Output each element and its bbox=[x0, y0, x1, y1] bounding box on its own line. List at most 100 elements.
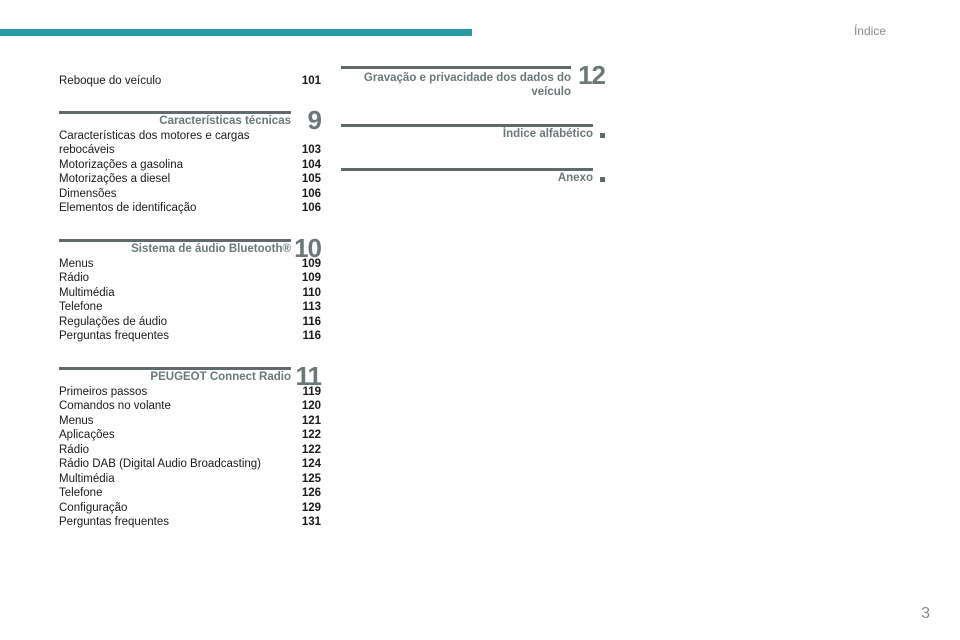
section-number: 10 bbox=[294, 232, 322, 263]
toc-section-11: PEUGEOT Connect Radio 11 Primeiros passo… bbox=[59, 363, 322, 530]
toc-entry[interactable]: Telefone 126 bbox=[59, 486, 321, 501]
toc-entry-page: 122 bbox=[301, 443, 321, 456]
section-square-marker bbox=[600, 133, 605, 138]
section-heading[interactable]: Sistema de áudio Bluetooth® 10 bbox=[59, 235, 322, 261]
toc-entry-label: Elementos de identificação bbox=[59, 202, 197, 214]
toc-entry-label: Primeiros passos bbox=[59, 385, 148, 398]
toc-entry[interactable]: Regulações de áudio 116 bbox=[59, 315, 321, 330]
toc-entry[interactable]: Comandos no volante 120 bbox=[59, 399, 321, 414]
toc-entry[interactable]: Telefone 113 bbox=[59, 300, 321, 315]
toc-left-column: Reboque do veículo 101 Características t… bbox=[59, 74, 322, 530]
toc-entry-label: Características dos motores e cargas reb… bbox=[59, 129, 250, 157]
toc-entry[interactable]: Motorizações a diesel 105 bbox=[59, 172, 321, 187]
section-number: 9 bbox=[307, 104, 323, 135]
toc-entry-page: 125 bbox=[301, 472, 321, 485]
section-rule bbox=[59, 238, 291, 242]
toc-entry-label: Rádio DAB (Digital Audio Broadcasting) bbox=[59, 458, 261, 470]
toc-entry[interactable]: Menus 121 bbox=[59, 414, 321, 429]
section-square-marker bbox=[600, 177, 605, 182]
section-heading[interactable]: Características técnicas 9 bbox=[59, 107, 322, 133]
toc-entry-page: 103 bbox=[301, 144, 321, 156]
toc-entry-page: 131 bbox=[301, 516, 321, 528]
toc-entry[interactable]: Características dos motores e cargas reb… bbox=[59, 129, 321, 158]
toc-entry[interactable]: Motorizações a gasolina 104 bbox=[59, 158, 321, 173]
page-number: 3 bbox=[921, 605, 930, 622]
toc-section-12: Gravação e privacidade dos dados do veíc… bbox=[341, 62, 606, 100]
toc-entry-page: 109 bbox=[301, 272, 321, 284]
toc-entry-page: 104 bbox=[301, 158, 321, 171]
toc-entry-page: 116 bbox=[302, 330, 321, 342]
section-number: 12 bbox=[578, 60, 606, 90]
toc-entry-page: 126 bbox=[301, 487, 321, 499]
toc-entry[interactable]: Configuração 129 bbox=[59, 501, 321, 516]
toc-section-9: Características técnicas 9 Característic… bbox=[59, 107, 322, 216]
toc-entry[interactable]: Aplicações 122 bbox=[59, 428, 321, 443]
toc-entry[interactable]: Primeiros passos 119 bbox=[59, 385, 321, 400]
section-heading[interactable]: Anexo bbox=[341, 168, 605, 186]
toc-entry-label: Regulações de áudio bbox=[59, 315, 168, 328]
section-heading[interactable]: PEUGEOT Connect Radio 11 bbox=[59, 363, 322, 389]
toc-entry[interactable]: Rádio 109 bbox=[59, 271, 321, 286]
toc-entry-label: Perguntas frequentes bbox=[59, 516, 169, 528]
toc-entry-page: 116 bbox=[302, 315, 321, 328]
toc-entry[interactable]: Perguntas frequentes 131 bbox=[59, 515, 321, 530]
toc-entry-label: Menus bbox=[59, 414, 94, 427]
toc-entry[interactable]: Rádio 122 bbox=[59, 443, 321, 458]
toc-entry[interactable]: Multimédia 110 bbox=[59, 286, 321, 301]
section-rule bbox=[59, 366, 291, 370]
section-title: Sistema de áudio Bluetooth® bbox=[131, 242, 291, 255]
section-title: Índice alfabético bbox=[502, 128, 593, 140]
toc-entry-label: Menus bbox=[59, 257, 94, 270]
toc-entry-page: 124 bbox=[301, 458, 321, 470]
toc-entry[interactable]: Elementos de identificação 106 bbox=[59, 201, 321, 216]
toc-entry[interactable]: Rádio DAB (Digital Audio Broadcasting) 1… bbox=[59, 457, 321, 472]
toc-entry-label: Perguntas frequentes bbox=[59, 330, 169, 342]
toc-entry-page: 105 bbox=[301, 173, 321, 185]
header-accent-bar bbox=[0, 29, 472, 36]
toc-entry-label: Dimensões bbox=[59, 187, 117, 200]
page-header-title: Índice bbox=[853, 24, 886, 38]
toc-entry-page: 129 bbox=[301, 501, 321, 514]
toc-entry-label: Rádio bbox=[59, 443, 90, 456]
section-rule bbox=[59, 110, 291, 114]
toc-entry-label: Comandos no volante bbox=[59, 400, 171, 412]
toc-entry-label: Telefone bbox=[59, 487, 103, 499]
section-number: 11 bbox=[295, 360, 322, 391]
toc-right-column: Gravação e privacidade dos dados do veíc… bbox=[341, 62, 606, 186]
section-rule bbox=[341, 66, 571, 69]
toc-entry[interactable]: Reboque do veículo 101 bbox=[59, 74, 321, 89]
toc-entry-label: Multimédia bbox=[59, 286, 115, 299]
toc-entry-label: Motorizações a gasolina bbox=[59, 158, 184, 171]
toc-entry-label: Reboque do veículo bbox=[59, 75, 162, 87]
toc-entry-page: 101 bbox=[301, 75, 321, 87]
section-rule bbox=[341, 124, 593, 127]
toc-entry-page: 110 bbox=[302, 286, 321, 299]
section-heading[interactable]: Gravação e privacidade dos dados do veíc… bbox=[341, 62, 606, 100]
section-heading[interactable]: Índice alfabético bbox=[341, 124, 605, 142]
section-rule bbox=[341, 168, 593, 171]
toc-entry-page: 120 bbox=[301, 400, 321, 412]
section-title: Gravação e privacidade dos dados do veíc… bbox=[363, 72, 571, 98]
toc-section-10: Sistema de áudio Bluetooth® 10 Menus 109… bbox=[59, 235, 322, 344]
toc-entry-label: Rádio bbox=[59, 272, 90, 284]
toc-entry-label: Aplicações bbox=[59, 429, 115, 441]
toc-section-annex: Anexo bbox=[341, 168, 605, 186]
section-title: Anexo bbox=[557, 172, 593, 184]
section-title: Características técnicas bbox=[159, 114, 291, 127]
toc-entry-label: Motorizações a diesel bbox=[59, 173, 171, 185]
toc-entry-label: Telefone bbox=[59, 301, 103, 313]
section-title: PEUGEOT Connect Radio bbox=[150, 370, 291, 383]
toc-entry-page: 106 bbox=[301, 187, 321, 200]
toc-entry-page: 109 bbox=[301, 257, 321, 270]
toc-entry[interactable]: Dimensões 106 bbox=[59, 187, 321, 202]
toc-entry-page: 106 bbox=[301, 202, 321, 214]
toc-entry-page: 119 bbox=[302, 385, 321, 398]
toc-entry[interactable]: Menus 109 bbox=[59, 257, 321, 272]
toc-entry-page: 122 bbox=[301, 429, 321, 441]
toc-entry-label: Multimédia bbox=[59, 472, 115, 485]
toc-entry-page: 121 bbox=[301, 414, 321, 427]
toc-entry[interactable]: Perguntas frequentes 116 bbox=[59, 329, 321, 344]
toc-entry-label: Configuração bbox=[59, 501, 128, 514]
toc-entry-page: 113 bbox=[302, 301, 321, 313]
toc-entry[interactable]: Multimédia 125 bbox=[59, 472, 321, 487]
